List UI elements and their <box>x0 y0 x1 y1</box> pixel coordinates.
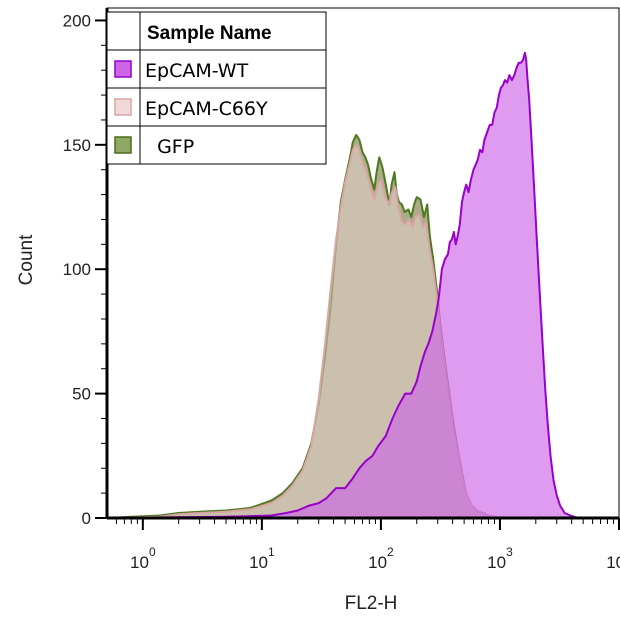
legend-swatch-epcam-c66y-border <box>114 98 132 116</box>
series-layer <box>106 51 579 519</box>
y-tick-label: 0 <box>82 509 91 528</box>
y-tick-label: 50 <box>72 385 91 404</box>
y-tick-label: 150 <box>63 136 91 155</box>
legend-swatch-gfp-border <box>114 136 132 154</box>
legend-swatch-epcam-c66y <box>115 99 131 115</box>
x-tick-label: 102 <box>368 545 394 572</box>
legend-swatch-epcam-wt <box>115 61 131 77</box>
x-axis-title: FL2-H <box>345 593 398 614</box>
y-tick-label: 100 <box>63 260 91 279</box>
legend-label-epcam-wt: EpCAM-WT <box>145 60 249 82</box>
legend-swatch-epcam-wt-border <box>114 60 132 78</box>
y-axis-title: Count <box>16 234 37 285</box>
legend-header: Sample Name <box>147 23 272 44</box>
x-tick-label: 104 <box>606 545 620 572</box>
x-tick-label: 101 <box>249 545 275 572</box>
x-tick-label: 103 <box>487 545 513 572</box>
legend-swatch-gfp <box>115 137 131 153</box>
legend-label-gfp: GFP <box>145 136 194 158</box>
y-tick-label: 200 <box>63 11 91 30</box>
legend: Sample Name EpCAM-WT EpCAM-C66Y GFP <box>106 11 327 165</box>
x-tick-label: 100 <box>130 545 156 572</box>
legend-label-epcam-c66y: EpCAM-C66Y <box>145 98 268 120</box>
series-epcam-wt <box>106 51 579 519</box>
